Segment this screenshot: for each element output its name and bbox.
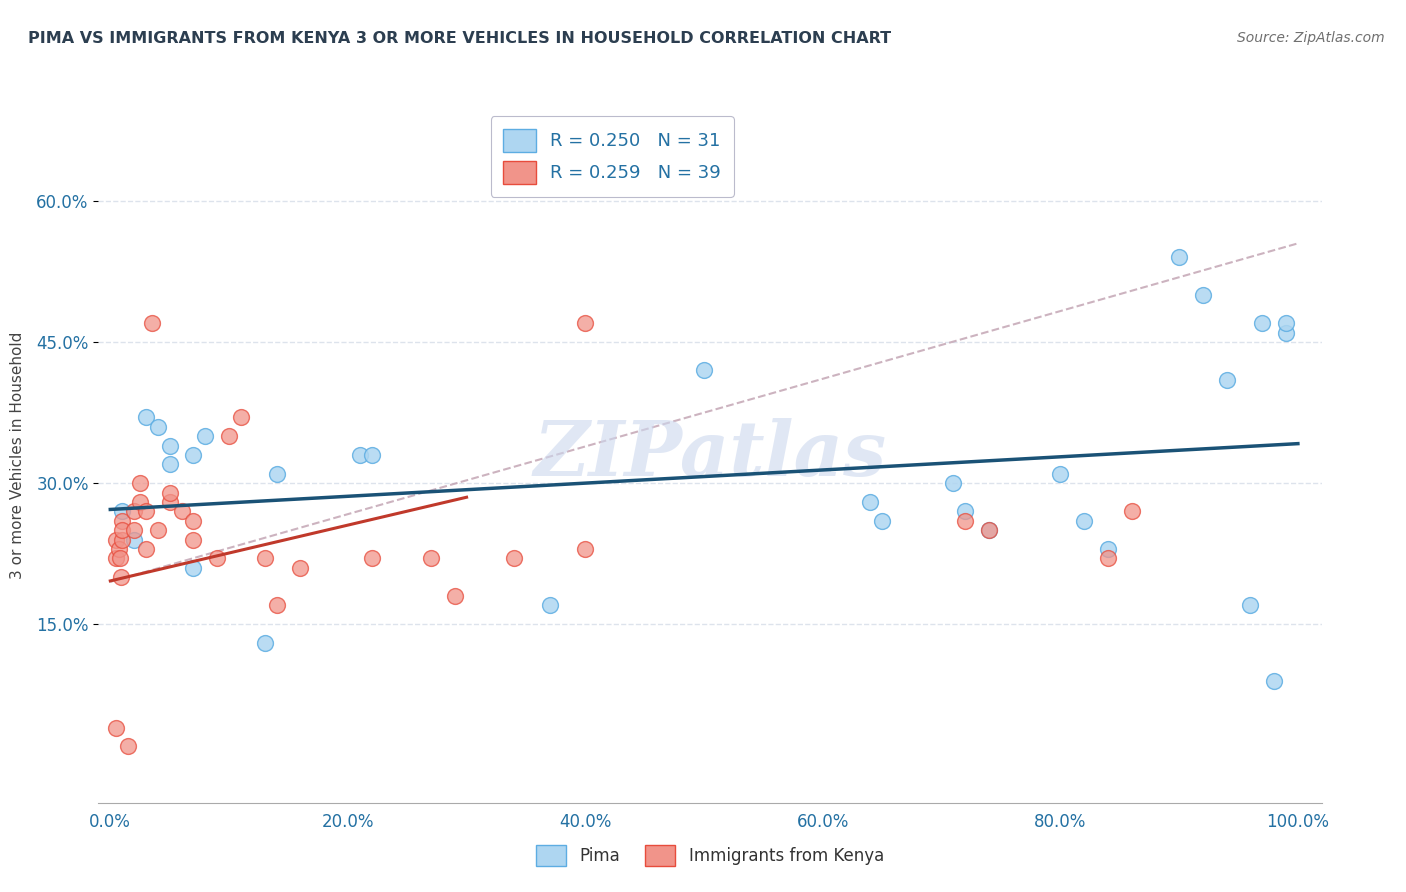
Point: [183, 514, 205, 528]
Point: [1275, 326, 1298, 340]
Point: [1251, 316, 1274, 330]
Point: [1168, 251, 1191, 265]
Point: [229, 410, 252, 425]
Point: [253, 636, 276, 650]
Point: [349, 448, 371, 462]
Point: [111, 533, 134, 547]
Point: [111, 504, 134, 518]
Point: [183, 533, 205, 547]
Point: [977, 523, 1000, 537]
Legend: Pima, Immigrants from Kenya: Pima, Immigrants from Kenya: [527, 837, 893, 874]
Point: [107, 541, 129, 556]
Point: [1215, 373, 1237, 387]
Point: [420, 551, 443, 566]
Point: [360, 551, 382, 566]
Y-axis label: 3 or more Vehicles in Household: 3 or more Vehicles in Household: [10, 331, 25, 579]
Point: [194, 429, 217, 443]
Point: [1097, 541, 1119, 556]
Point: [955, 504, 977, 518]
Point: [290, 560, 312, 574]
Point: [129, 476, 152, 491]
Point: [1263, 673, 1285, 688]
Point: [183, 448, 205, 462]
Point: [146, 523, 169, 537]
Point: [266, 599, 288, 613]
Text: PIMA VS IMMIGRANTS FROM KENYA 3 OR MORE VEHICLES IN HOUSEHOLD CORRELATION CHART: PIMA VS IMMIGRANTS FROM KENYA 3 OR MORE …: [28, 31, 891, 46]
Point: [159, 485, 181, 500]
Point: [183, 560, 205, 574]
Point: [693, 363, 716, 377]
Point: [159, 495, 181, 509]
Point: [1239, 599, 1261, 613]
Point: [110, 570, 132, 584]
Point: [205, 551, 228, 566]
Point: [117, 739, 139, 754]
Point: [111, 514, 134, 528]
Point: [129, 495, 152, 509]
Point: [942, 476, 965, 491]
Point: [574, 316, 596, 330]
Point: [218, 429, 240, 443]
Point: [159, 458, 181, 472]
Point: [122, 523, 145, 537]
Point: [105, 721, 128, 735]
Point: [360, 448, 382, 462]
Point: [443, 589, 465, 603]
Point: [870, 514, 893, 528]
Point: [1192, 288, 1215, 302]
Point: [955, 514, 977, 528]
Point: [574, 541, 596, 556]
Point: [141, 316, 163, 330]
Point: [253, 551, 276, 566]
Point: [859, 495, 882, 509]
Point: [105, 551, 128, 566]
Point: [170, 504, 193, 518]
Point: [538, 599, 561, 613]
Point: [266, 467, 288, 481]
Point: [135, 504, 157, 518]
Point: [135, 541, 157, 556]
Point: [146, 419, 169, 434]
Point: [159, 438, 181, 452]
Text: Source: ZipAtlas.com: Source: ZipAtlas.com: [1237, 31, 1385, 45]
Point: [503, 551, 526, 566]
Point: [105, 533, 128, 547]
Point: [1121, 504, 1143, 518]
Point: [108, 551, 131, 566]
Text: ZIPatlas: ZIPatlas: [533, 418, 887, 491]
Point: [977, 523, 1000, 537]
Point: [135, 410, 157, 425]
Point: [122, 504, 145, 518]
Point: [111, 523, 134, 537]
Point: [122, 533, 145, 547]
Point: [1073, 514, 1095, 528]
Point: [1049, 467, 1071, 481]
Point: [1097, 551, 1119, 566]
Point: [1275, 316, 1298, 330]
